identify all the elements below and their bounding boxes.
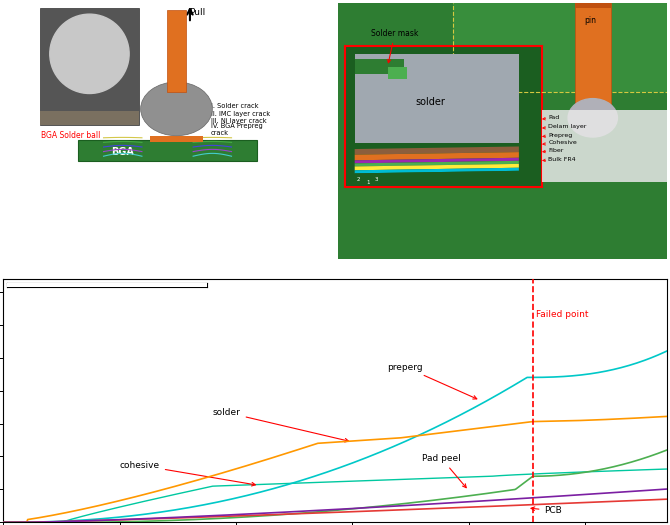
Text: Solder mask: Solder mask (371, 29, 419, 62)
Bar (149, 136, 204, 141)
Text: III. Ni layer crack: III. Ni layer crack (211, 118, 267, 124)
Bar (7, 282, 207, 287)
Text: Failed point: Failed point (536, 310, 589, 319)
Polygon shape (354, 59, 404, 75)
Circle shape (568, 99, 617, 137)
Text: solder: solder (415, 98, 445, 108)
Text: pin: pin (584, 16, 596, 25)
Polygon shape (354, 167, 519, 173)
Text: preperg: preperg (387, 363, 477, 399)
Text: IV. BGA Prepreg
crack: IV. BGA Prepreg crack (211, 123, 263, 136)
Bar (149, 136, 204, 142)
Polygon shape (354, 146, 519, 155)
Text: 3: 3 (375, 176, 378, 182)
Text: Cohesive: Cohesive (543, 140, 577, 145)
Bar (575, 3, 611, 118)
Polygon shape (354, 161, 519, 166)
Polygon shape (354, 152, 519, 160)
Polygon shape (354, 164, 519, 170)
Text: Pad peel: Pad peel (422, 454, 466, 488)
Text: Pad: Pad (543, 116, 559, 120)
Text: Pull: Pull (189, 8, 205, 17)
Text: BGA Solder ball: BGA Solder ball (41, 131, 100, 140)
Text: BGA: BGA (111, 148, 134, 158)
Text: Delam layer: Delam layer (543, 124, 587, 129)
Text: 1: 1 (366, 180, 370, 185)
Text: Bulk FR4: Bulk FR4 (543, 157, 576, 162)
Polygon shape (542, 110, 667, 182)
Text: solder: solder (213, 408, 348, 442)
Text: 2: 2 (356, 176, 360, 182)
Polygon shape (575, 3, 611, 8)
Bar (40, 8, 139, 125)
Polygon shape (354, 158, 519, 163)
Bar (40, 111, 139, 125)
Polygon shape (453, 3, 667, 92)
Polygon shape (354, 54, 519, 143)
Bar (167, 10, 186, 92)
Text: PCB: PCB (531, 506, 562, 515)
Ellipse shape (141, 82, 212, 136)
Polygon shape (354, 171, 519, 179)
Text: Prepreg: Prepreg (543, 133, 573, 138)
Text: Fiber: Fiber (543, 148, 564, 153)
Bar (387, 67, 407, 79)
Text: I. Solder crack: I. Solder crack (211, 103, 259, 109)
Bar (78, 140, 257, 161)
Text: II. IMC layer crack: II. IMC layer crack (211, 111, 270, 117)
Text: cohesive: cohesive (120, 461, 255, 486)
Bar (345, 46, 542, 187)
Circle shape (50, 14, 129, 93)
